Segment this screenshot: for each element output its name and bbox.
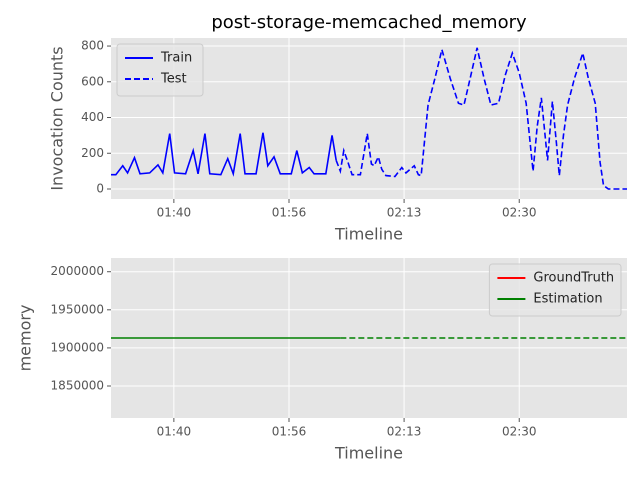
y-tick-label: 400 — [81, 110, 104, 124]
legend-label: Train — [160, 51, 192, 66]
x-tick-label: 02:30 — [502, 206, 537, 220]
legend-label: Estimation — [533, 292, 602, 307]
y-tick-label: 600 — [81, 74, 104, 88]
y-tick-label: 200 — [81, 146, 104, 160]
y-tick-label: 800 — [81, 39, 104, 53]
x-axis-label: Timeline — [334, 444, 403, 463]
x-tick-label: 02:13 — [387, 425, 422, 439]
y-tick-label: 0 — [96, 181, 104, 195]
x-tick-label: 01:56 — [272, 206, 307, 220]
y-tick-label: 1950000 — [51, 302, 104, 316]
y-tick-label: 2000000 — [51, 264, 104, 278]
x-tick-label: 02:13 — [387, 206, 422, 220]
x-tick-label: 02:30 — [502, 425, 537, 439]
x-tick-label: 01:40 — [157, 425, 192, 439]
y-axis-label: memory — [16, 305, 35, 372]
legend-label: Test — [160, 72, 187, 87]
chart-title: post-storage-memcached_memory — [211, 12, 527, 33]
y-tick-label: 1900000 — [51, 340, 104, 354]
legend-label: GroundTruth — [533, 271, 614, 286]
x-tick-label: 01:40 — [157, 206, 192, 220]
data-line — [335, 46, 627, 190]
x-axis-label: Timeline — [334, 225, 403, 244]
data-line — [111, 132, 337, 177]
x-tick-label: 01:56 — [272, 425, 307, 439]
y-axis-label: Invocation Counts — [48, 46, 67, 190]
y-tick-label: 1850000 — [51, 379, 104, 393]
